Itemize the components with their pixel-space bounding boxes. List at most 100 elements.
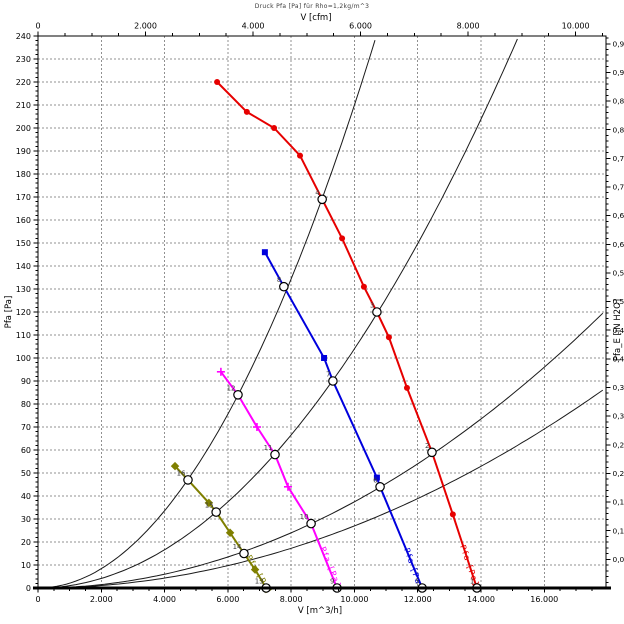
dot-marker <box>360 283 367 290</box>
right-axis-tick-label: 0,1 <box>613 526 624 535</box>
x-axis-tick-label: 12.000 <box>404 595 432 604</box>
right-axis-tick-label: 0,8 <box>613 125 624 134</box>
right-axis-title: Pfa_E [iN H2O] <box>613 299 623 361</box>
y-axis-tick-label: 70 <box>21 423 31 432</box>
x-axis-tick-label: 6.000 <box>216 595 239 604</box>
operating-point <box>183 475 193 485</box>
right-axis-tick-label: 0,15 <box>613 498 624 507</box>
axes: 0 2.000 4.000 6.000 8.000 10.000 12.000 14.000 1… <box>16 22 624 605</box>
y-axis-tick-label: 50 <box>21 469 31 478</box>
y-axis-tick-label: 0 <box>26 584 31 593</box>
y-axis-tick-label: 180 <box>16 170 31 179</box>
dot-marker <box>449 511 456 518</box>
y-axis-tick-label: 160 <box>16 216 31 225</box>
operating-point-number: 10 <box>300 513 309 521</box>
square-marker <box>321 355 328 361</box>
right-axis-tick-label: 0,7 <box>613 183 624 192</box>
operating-point-number: 8 <box>277 276 281 284</box>
y-axis-tick-label: 150 <box>16 239 31 248</box>
y-axis-tick-label: 240 <box>16 32 31 41</box>
gridlines <box>38 36 606 588</box>
y-axis-tick-label: 20 <box>21 538 31 547</box>
chart-title: Druck Pfa [Pa] für Rho=1,2kg/m^3 <box>255 3 370 10</box>
y-axis-tick-label: 40 <box>21 492 31 501</box>
y-axis-tick-label: 80 <box>21 400 31 409</box>
y-axis-tick-label: 90 <box>21 377 31 386</box>
y-axis-tick-label: 30 <box>21 515 31 524</box>
operating-point-number: 7 <box>326 371 330 379</box>
y-axis-tick-label: 120 <box>16 308 31 317</box>
right-axis-tick-label: 0,6 <box>613 240 624 249</box>
top-axis-title: V [cfm] <box>300 13 331 23</box>
operating-point <box>211 507 221 517</box>
diamond-marker <box>204 498 214 508</box>
operating-point-number: 15 <box>205 502 214 510</box>
dot-marker <box>271 125 278 131</box>
y-axis-tick-label: 10 <box>21 561 31 570</box>
system-curve-1 <box>37 40 376 589</box>
top-axis-tick-label: 2.000 <box>134 22 157 31</box>
operating-point <box>317 194 327 205</box>
x-axis-tick-label: 10.000 <box>340 595 368 604</box>
operating-point <box>270 449 280 460</box>
right-axis-tick-label: 0,65 <box>613 211 624 220</box>
right-axis-tick-label: 0,25 <box>613 440 624 449</box>
dot-marker <box>385 334 392 341</box>
top-axis-tick-label: 0 <box>35 22 40 31</box>
y-axis-tick-label: 200 <box>16 124 31 133</box>
operating-point-number: 12 <box>227 384 236 392</box>
top-axis-tick-label: 4.000 <box>242 22 265 31</box>
dot-marker <box>339 235 346 242</box>
x-axis-tick-label: 14.000 <box>467 595 495 604</box>
right-axis-tick-label: 0,95 <box>613 39 624 48</box>
operating-point <box>375 481 385 492</box>
right-axis-tick-label: 0,05 <box>613 555 624 564</box>
y-axis-tick-label: 100 <box>16 354 31 363</box>
operating-point-number: 1 <box>470 578 474 586</box>
right-axis-tick-label: 0,85 <box>613 97 624 106</box>
bottom-axis-title: V [m^3/h] <box>298 606 342 616</box>
operating-point <box>427 447 437 458</box>
operating-point <box>328 376 338 386</box>
top-axis-tick-label: 10.000 <box>562 22 590 31</box>
y-axis-tick-label: 130 <box>16 285 31 294</box>
y-axis-tick-label: 210 <box>16 101 31 110</box>
top-axis-tick-label: 8.000 <box>457 22 480 31</box>
fan-curve-olive <box>174 465 267 589</box>
y-axis-tick-label: 220 <box>16 78 31 87</box>
dot-marker <box>297 152 304 159</box>
operating-point-number: 9 <box>330 578 334 586</box>
right-axis-tick-label: 0,4 <box>613 354 624 363</box>
y-axis-tick-label: 110 <box>16 331 31 340</box>
y-axis-tick-label: 190 <box>16 147 31 156</box>
operating-point <box>233 389 243 400</box>
right-axis-tick-label: 0,75 <box>613 154 624 163</box>
operating-point <box>239 548 249 559</box>
square-marker <box>261 249 268 256</box>
right-axis-tick-label: 0,5 <box>613 297 624 306</box>
x-axis-tick-label: 2.000 <box>90 595 113 604</box>
square-marker <box>373 474 380 481</box>
operating-point-number: 6 <box>373 476 378 484</box>
right-axis-tick-label: 0,9 <box>613 68 624 77</box>
operating-point-number: 3 <box>370 302 374 310</box>
y-axis-tick-label: 170 <box>16 193 31 202</box>
x-axis-tick-label: 4.000 <box>153 595 176 604</box>
operating-point-number: 16 <box>177 469 186 477</box>
y-axis-tick-label: 140 <box>16 262 31 271</box>
dot-marker <box>243 108 250 115</box>
y-axis-tick-label: 60 <box>21 446 31 455</box>
operating-point-number: 2 <box>425 442 429 450</box>
operating-point-number: 14 <box>233 543 242 551</box>
fan-curve-blue <box>264 251 424 589</box>
x-axis-tick-label: 16.000 <box>530 595 558 604</box>
system-curve-4 <box>38 389 604 589</box>
x-axis-tick-label: 8.000 <box>280 595 303 604</box>
right-axis-tick-label: 0,35 <box>613 383 624 392</box>
operating-point <box>306 518 316 529</box>
right-axis-tick-label: 0,45 <box>613 326 624 335</box>
operating-point <box>372 307 382 317</box>
operating-point <box>279 281 289 292</box>
